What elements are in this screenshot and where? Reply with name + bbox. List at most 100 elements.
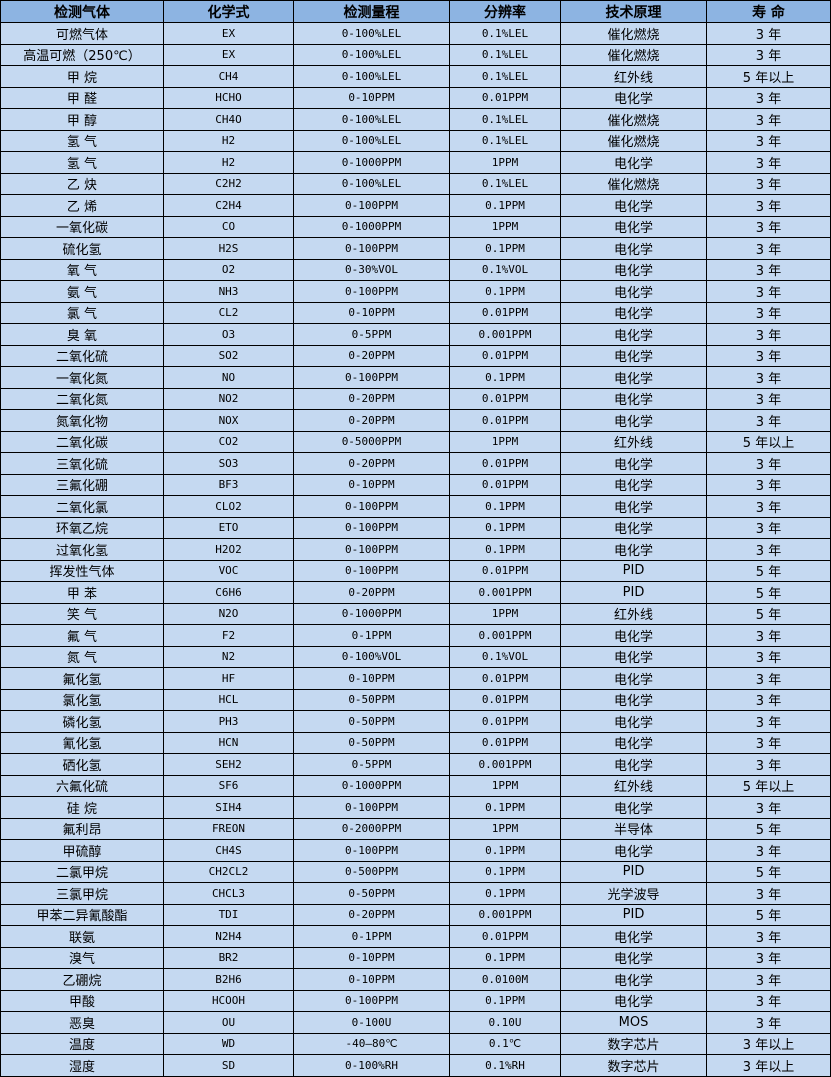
cell-col-range: 0-20PPM [293,344,450,367]
cell-col-gas: 二氧化硫 [0,344,164,367]
cell-col-range: 0-10PPM [293,301,450,324]
cell-col-resolution: 0.1PPM [449,194,561,217]
cell-col-principle: MOS [560,1011,707,1034]
cell-col-principle: PID [560,581,707,604]
cell-col-range: 0-100PPM [293,989,450,1012]
table-row: 氢 气 H2 0-100%LEL 0.1%LEL 催化燃烧 3 年 [0,129,831,152]
cell-col-formula: HCHO [163,86,294,109]
cell-col-formula: H2O2 [163,538,294,561]
cell-col-gas: 氯化氢 [0,688,164,711]
table-row: 氢 气 H2 0-1000PPM 1PPM 电化学 3 年 [0,151,831,174]
table-row: 温度 WD -40—80℃ 0.1℃ 数字芯片 3 年以上 [0,1032,831,1055]
cell-col-formula: B2H6 [163,968,294,991]
cell-col-principle: 电化学 [560,323,707,346]
cell-col-principle: 电化学 [560,495,707,518]
cell-col-range: 0-100%LEL [293,22,450,45]
cell-col-principle: 电化学 [560,409,707,432]
cell-col-range: 0-1000PPM [293,215,450,238]
cell-col-gas: 氧 气 [0,258,164,281]
cell-col-lifespan: 3 年 [706,151,831,174]
table-row: 氟化氢 HF 0-10PPM 0.01PPM 电化学 3 年 [0,667,831,690]
table-row: 高温可燃（250℃） EX 0-100%LEL 0.1%LEL 催化燃烧 3 年 [0,43,831,66]
cell-col-formula: SF6 [163,774,294,797]
cell-col-gas: 氟利昂 [0,817,164,840]
cell-col-formula: CH4S [163,839,294,862]
cell-col-resolution: 0.01PPM [449,667,561,690]
cell-col-formula: H2S [163,237,294,260]
cell-col-formula: H2 [163,151,294,174]
cell-col-resolution: 0.1%LEL [449,172,561,195]
cell-col-gas: 环氧乙烷 [0,516,164,539]
cell-col-range: 0-10PPM [293,968,450,991]
cell-col-resolution: 0.01PPM [449,925,561,948]
cell-col-formula: SEH2 [163,753,294,776]
table-row: 氧 气 O2 0-30%VOL 0.1%VOL 电化学 3 年 [0,258,831,281]
cell-col-range: 0-100%RH [293,1054,450,1077]
cell-col-range: 0-100%LEL [293,172,450,195]
cell-col-principle: 电化学 [560,452,707,475]
cell-col-formula: BR2 [163,946,294,969]
cell-col-principle: 电化学 [560,237,707,260]
cell-col-resolution: 0.01PPM [449,409,561,432]
cell-col-principle: 电化学 [560,645,707,668]
cell-col-formula: CH4O [163,108,294,131]
cell-col-formula: N2H4 [163,925,294,948]
cell-col-lifespan: 3 年 [706,22,831,45]
table-row: 甲 醇 CH4O 0-100%LEL 0.1%LEL 催化燃烧 3 年 [0,108,831,131]
table-row: 可燃气体 EX 0-100%LEL 0.1%LEL 催化燃烧 3 年 [0,22,831,45]
cell-col-principle: 催化燃烧 [560,172,707,195]
cell-col-lifespan: 5 年 [706,602,831,625]
cell-col-formula: O2 [163,258,294,281]
cell-col-principle: 电化学 [560,280,707,303]
cell-col-resolution: 0.1%RH [449,1054,561,1077]
cell-col-lifespan: 3 年 [706,473,831,496]
cell-col-lifespan: 3 年 [706,968,831,991]
cell-col-resolution: 0.001PPM [449,581,561,604]
cell-col-resolution: 0.0100M [449,968,561,991]
cell-col-principle: 光学波导 [560,882,707,905]
cell-col-resolution: 0.1%LEL [449,108,561,131]
cell-col-lifespan: 3 年 [706,301,831,324]
cell-col-principle: 电化学 [560,301,707,324]
cell-col-lifespan: 3 年 [706,108,831,131]
cell-col-formula: ETO [163,516,294,539]
cell-col-resolution: 0.1%VOL [449,645,561,668]
cell-col-range: -40—80℃ [293,1032,450,1055]
cell-col-lifespan: 5 年 [706,817,831,840]
cell-col-formula: CL2 [163,301,294,324]
cell-col-lifespan: 5 年 [706,581,831,604]
table-row: 臭 氧 O3 0-5PPM 0.001PPM 电化学 3 年 [0,323,831,346]
table-row: 氰化氢 HCN 0-50PPM 0.01PPM 电化学 3 年 [0,731,831,754]
cell-col-principle: 电化学 [560,344,707,367]
cell-col-lifespan: 3 年 [706,280,831,303]
cell-col-range: 0-20PPM [293,387,450,410]
cell-col-range: 0-100PPM [293,516,450,539]
cell-col-principle: PID [560,860,707,883]
cell-col-range: 0-100PPM [293,796,450,819]
cell-col-gas: 联氨 [0,925,164,948]
cell-col-range: 0-20PPM [293,581,450,604]
cell-col-lifespan: 3 年 [706,409,831,432]
cell-col-principle: 电化学 [560,86,707,109]
cell-col-lifespan: 3 年 [706,538,831,561]
cell-col-range: 0-10PPM [293,86,450,109]
table-row: 氮 气 N2 0-100%VOL 0.1%VOL 电化学 3 年 [0,645,831,668]
cell-col-lifespan: 3 年 [706,215,831,238]
header-col-lifespan: 寿 命 [706,0,831,23]
cell-col-range: 0-100PPM [293,495,450,518]
cell-col-lifespan: 3 年 [706,624,831,647]
table-row: 溴气 BR2 0-10PPM 0.1PPM 电化学 3 年 [0,946,831,969]
cell-col-principle: 电化学 [560,151,707,174]
cell-col-formula: NO [163,366,294,389]
cell-col-lifespan: 5 年以上 [706,430,831,453]
table-row: 磷化氢 PH3 0-50PPM 0.01PPM 电化学 3 年 [0,710,831,733]
cell-col-range: 0-50PPM [293,882,450,905]
cell-col-resolution: 0.1PPM [449,280,561,303]
cell-col-gas: 溴气 [0,946,164,969]
cell-col-gas: 二氧化氯 [0,495,164,518]
cell-col-lifespan: 3 年 [706,172,831,195]
cell-col-gas: 挥发性气体 [0,559,164,582]
cell-col-principle: 电化学 [560,215,707,238]
table-row: 氨 气 NH3 0-100PPM 0.1PPM 电化学 3 年 [0,280,831,303]
